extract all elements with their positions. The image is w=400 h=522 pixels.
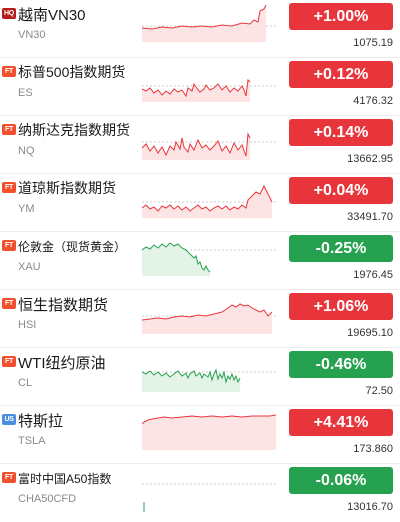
sparkline-chart xyxy=(142,483,276,512)
sparkline-chart xyxy=(142,414,277,450)
market-badge: HQ xyxy=(2,8,16,19)
last-price: 4176.32 xyxy=(353,95,393,107)
sparkline-chart xyxy=(142,303,276,334)
watchlist-row-vn30[interactable]: HQ 越南VN30 VN30 +1.00% 1075.19 xyxy=(0,0,400,58)
instrument-name: 纳斯达克指数期货 xyxy=(18,122,130,138)
last-price: 13662.95 xyxy=(347,153,393,165)
instrument-code: TSLA xyxy=(18,435,46,447)
sparkline-chart xyxy=(142,368,276,392)
market-badge: FT xyxy=(2,240,16,251)
last-price: 173.860 xyxy=(353,443,393,455)
watchlist-row-tsla[interactable]: US 特斯拉 TSLA +4.41% 173.860 xyxy=(0,406,400,464)
sparkline-chart xyxy=(142,78,276,102)
instrument-name: 标普500指数期货 xyxy=(18,64,126,80)
instrument-code: ES xyxy=(18,87,33,99)
instrument-code: HSI xyxy=(18,319,37,331)
instrument-code: YM xyxy=(18,203,35,215)
market-badge: FT xyxy=(2,356,16,367)
sparkline-chart xyxy=(142,242,276,276)
watchlist-row-hsi[interactable]: FT 恒生指数期货 HSI +1.06% 19695.10 xyxy=(0,290,400,348)
watchlist-row-nq[interactable]: FT 纳斯达克指数期货 NQ +0.14% 13662.95 xyxy=(0,116,400,174)
sparkline-chart xyxy=(142,184,276,218)
last-price: 19695.10 xyxy=(347,327,393,339)
last-price: 33491.70 xyxy=(347,211,393,223)
change-percent-pill: +1.00% xyxy=(289,3,393,30)
instrument-code: CL xyxy=(18,377,33,389)
watchlist-row-ym[interactable]: FT 道琼斯指数期货 YM +0.04% 33491.70 xyxy=(0,174,400,232)
instrument-code: XAU xyxy=(18,261,41,273)
instrument-name: 富时中国A50指数 xyxy=(18,472,112,486)
sparkline-chart xyxy=(142,4,276,42)
market-badge: US xyxy=(2,414,16,425)
instrument-code: NQ xyxy=(18,145,35,157)
change-percent-pill: +0.12% xyxy=(289,61,393,88)
instrument-name: 恒生指数期货 xyxy=(18,297,109,314)
instrument-name: 伦敦金（现货黄金） xyxy=(18,240,127,254)
change-percent-pill: +0.04% xyxy=(289,177,393,204)
last-price: 72.50 xyxy=(365,385,393,397)
change-percent-pill: -0.06% xyxy=(289,467,393,494)
market-badge: FT xyxy=(2,66,16,77)
change-percent-pill: +1.06% xyxy=(289,293,393,320)
watchlist-row-xau[interactable]: FT 伦敦金（现货黄金） XAU -0.25% 1976.45 xyxy=(0,232,400,290)
market-badge: FT xyxy=(2,124,16,135)
instrument-name: 越南VN30 xyxy=(18,7,86,24)
watchlist-row-es[interactable]: FT 标普500指数期货 ES +0.12% 4176.32 xyxy=(0,58,400,116)
last-price: 1075.19 xyxy=(353,37,393,49)
market-badge: FT xyxy=(2,298,16,309)
change-percent-pill: -0.25% xyxy=(289,235,393,262)
instrument-name: 特斯拉 xyxy=(18,413,64,430)
last-price: 1976.45 xyxy=(353,269,393,281)
last-price: 13016.70 xyxy=(347,501,393,513)
instrument-code: CHA50CFD xyxy=(18,493,77,505)
market-badge: FT xyxy=(2,182,16,193)
change-percent-pill: +0.14% xyxy=(289,119,393,146)
market-badge: FT xyxy=(2,472,16,483)
watchlist-row-cha50cfd[interactable]: FT 富时中国A50指数 CHA50CFD -0.06% 13016.70 xyxy=(0,464,400,522)
change-percent-pill: -0.46% xyxy=(289,351,393,378)
sparkline-chart xyxy=(142,132,276,160)
instrument-name: 道琼斯指数期货 xyxy=(18,180,116,196)
watchlist-row-cl[interactable]: FT WTI纽约原油 CL -0.46% 72.50 xyxy=(0,348,400,406)
instrument-code: VN30 xyxy=(18,29,46,41)
instrument-name: WTI纽约原油 xyxy=(18,355,106,372)
change-percent-pill: +4.41% xyxy=(289,409,393,436)
